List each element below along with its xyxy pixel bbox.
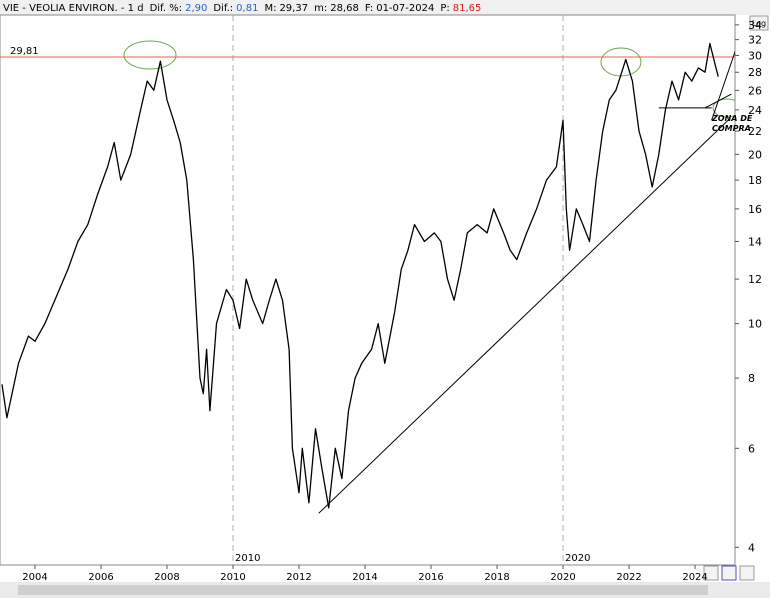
x-tick-label: 2010 [220, 572, 245, 583]
y-tick-label: 20 [748, 148, 762, 161]
y-tick-label: 22 [748, 125, 762, 138]
highlight-ellipse [123, 40, 177, 70]
y-tick-label: 26 [748, 84, 762, 97]
y-tick-label: 18 [748, 174, 762, 187]
header-field-value: 28,68 [330, 3, 359, 14]
y-tick-label: 6 [748, 442, 755, 455]
header-text: VIE - VEOLIA ENVIRON. - 1 d Dif. %: 2,90 Di… [3, 3, 481, 14]
fit-button[interactable] [721, 565, 737, 581]
y-tick-label: 30 [748, 49, 762, 62]
scroll-thumb[interactable] [18, 585, 708, 595]
header-field-value: 29,37 [279, 3, 308, 14]
header-field-label: m: [314, 3, 327, 14]
x-tick-label: 2008 [154, 572, 179, 583]
period-label: 2020 [565, 553, 590, 564]
period-label: 2010 [235, 553, 260, 564]
zoom-button[interactable] [703, 565, 719, 581]
trend-line [704, 93, 732, 109]
x-tick-label: 2024 [682, 572, 707, 583]
log-button[interactable] [749, 15, 769, 31]
plot-layer [0, 15, 735, 565]
trend-line [318, 119, 729, 514]
header-field-value: 0,81 [236, 3, 258, 14]
header-bar [0, 0, 770, 15]
y-tick-label: 4 [748, 541, 755, 554]
trend-line [711, 50, 735, 121]
level-label: 29,81 [10, 46, 39, 57]
x-tick-label: 2004 [22, 572, 47, 583]
x-tick-label: 2022 [616, 572, 641, 583]
annotation: COMPRA [712, 124, 751, 133]
header-field-value: 01-07-2024 [376, 3, 434, 14]
header-field-value: 2,90 [185, 3, 207, 14]
x-tick-label: 2014 [352, 572, 377, 583]
plot-area [0, 14, 736, 566]
y-tick-label: 28 [748, 66, 762, 79]
y-tick-label: 16 [748, 203, 762, 216]
header-field-label: Dif.: [213, 3, 233, 14]
x-tick-label: 2018 [484, 572, 509, 583]
header-symbol: VIE - VEOLIA ENVIRON. - 1 d [3, 3, 144, 14]
price-line [1, 42, 719, 509]
x-tick-label: 2012 [286, 572, 311, 583]
y-tick-label: 10 [748, 318, 762, 331]
highlight-ellipse [712, 98, 735, 118]
header-field-label: F: [365, 3, 373, 14]
y-tick-label: 14 [748, 235, 762, 248]
annotation: ZONA DE [711, 114, 753, 123]
y-tick-label: 12 [748, 273, 762, 286]
header-field-label: P: [440, 3, 449, 14]
header-field-label: Dif. %: [150, 3, 183, 14]
y-tick-label: 32 [748, 34, 762, 47]
y-tick-label: 24 [748, 104, 762, 117]
header-field-value: 81,65 [453, 3, 482, 14]
log-button-label[interactable]: Log [752, 19, 766, 28]
x-tick-label: 2016 [418, 572, 443, 583]
x-tick-label: 2006 [88, 572, 113, 583]
header-field-label: M: [264, 3, 276, 14]
x-tick-label: 2020 [550, 572, 575, 583]
y-tick-label: 34 [748, 19, 762, 32]
tool-button[interactable] [739, 565, 755, 581]
y-tick-label: 8 [748, 372, 755, 385]
